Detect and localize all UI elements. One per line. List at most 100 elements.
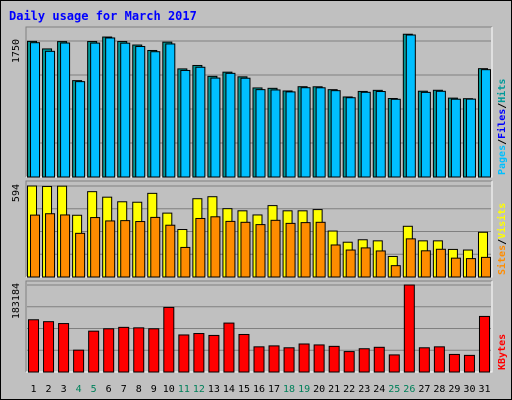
bar-files-day-3	[60, 42, 71, 178]
bar-files-day-23	[360, 91, 371, 178]
bar-files-day-2	[45, 50, 56, 178]
bar-sites-day-31	[480, 256, 491, 278]
bar-sites-day-7	[120, 220, 131, 278]
bar-files-day-1	[30, 42, 41, 178]
x-tick-label-day-6: 6	[106, 384, 112, 395]
legend-hits-files: Pages/Files/Hits	[496, 79, 508, 175]
bar-files-day-25	[390, 98, 401, 178]
x-tick-label-day-18: 18	[283, 384, 295, 395]
bar-kbytes-day-16	[253, 346, 265, 373]
x-tick-label-day-7: 7	[121, 384, 127, 395]
bar-kbytes-day-8	[133, 327, 145, 373]
panel-shadow-kbytes	[25, 280, 492, 372]
panel-shadow-hits-files	[25, 26, 492, 177]
x-tick-label-day-29: 29	[448, 384, 460, 395]
bar-kbytes-day-7	[118, 326, 130, 373]
legend-item-visits: Visits	[496, 203, 508, 239]
x-tick-label-day-26: 26	[403, 384, 415, 395]
bar-kbytes-day-3	[58, 323, 70, 373]
legend-item-sites: Sites	[496, 245, 508, 275]
bar-files-day-19	[300, 87, 311, 178]
legend-separator: /	[497, 103, 508, 109]
x-tick-label-day-24: 24	[373, 384, 385, 395]
bar-kbytes-day-12	[193, 333, 205, 373]
bar-kbytes-day-10	[163, 306, 175, 373]
bar-kbytes-day-9	[148, 328, 160, 373]
x-tick-label-day-8: 8	[136, 384, 142, 395]
x-tick-label-day-22: 22	[343, 384, 355, 395]
bar-files-day-30	[465, 98, 476, 178]
x-tick-label-day-10: 10	[163, 384, 175, 395]
bar-files-day-26	[405, 34, 416, 178]
bar-kbytes-day-15	[238, 333, 250, 373]
bar-kbytes-day-1	[28, 319, 40, 373]
bar-sites-day-15	[240, 221, 251, 278]
bar-sites-day-22	[345, 249, 356, 278]
bar-sites-day-20	[315, 221, 326, 278]
legend-separator: /	[497, 139, 508, 145]
bar-files-day-29	[450, 98, 461, 178]
x-tick-label-day-16: 16	[253, 384, 265, 395]
x-tick-label-day-4: 4	[76, 384, 82, 395]
y-max-label-kbytes: 183184	[11, 283, 22, 319]
bar-sites-day-29	[450, 257, 461, 278]
bar-sites-day-30	[465, 258, 476, 278]
x-tick-label-day-28: 28	[433, 384, 445, 395]
x-tick-label-day-14: 14	[223, 384, 235, 395]
bar-kbytes-day-27	[418, 347, 430, 373]
x-tick-label-day-17: 17	[268, 384, 280, 395]
bar-files-day-17	[270, 89, 281, 178]
legend-kbytes: KBytes	[497, 334, 508, 370]
bar-kbytes-day-21	[328, 345, 340, 373]
bar-files-day-20	[315, 87, 326, 178]
bar-kbytes-day-25	[388, 354, 400, 373]
bar-sites-day-4	[75, 232, 86, 278]
bar-sites-day-8	[135, 221, 146, 278]
bar-files-day-31	[480, 69, 491, 178]
bar-sites-day-18	[285, 222, 296, 278]
bar-files-day-18	[285, 91, 296, 178]
bar-kbytes-day-22	[343, 351, 355, 373]
bar-files-day-14	[225, 72, 236, 178]
bar-files-day-15	[240, 77, 251, 178]
bar-sites-day-27	[420, 250, 431, 278]
bar-kbytes-day-19	[298, 343, 310, 373]
legend-separator: /	[497, 239, 508, 245]
bar-kbytes-day-29	[448, 353, 460, 373]
bar-kbytes-day-20	[313, 344, 325, 373]
bar-sites-day-25	[390, 265, 401, 278]
x-tick-label-day-9: 9	[151, 384, 157, 395]
x-tick-label-day-1: 1	[31, 384, 37, 395]
bar-kbytes-day-13	[208, 334, 220, 373]
bar-kbytes-day-30	[463, 354, 475, 373]
legend-item-files: Files	[496, 109, 508, 139]
bar-files-day-7	[120, 42, 131, 178]
legend-item-pages: Pages	[497, 145, 508, 175]
bar-files-day-9	[150, 51, 161, 178]
bar-sites-day-14	[225, 220, 236, 278]
panel-kbytes: 183184 KBytes	[11, 280, 508, 373]
x-tick-label-day-5: 5	[91, 384, 97, 395]
bar-files-day-4	[75, 81, 86, 178]
x-tick-label-day-13: 13	[208, 384, 220, 395]
bar-sites-day-16	[255, 224, 266, 278]
legend-visits-sites: Sites/Visits	[496, 203, 508, 275]
bar-kbytes-day-6	[103, 328, 115, 373]
x-tick-label-day-23: 23	[358, 384, 370, 395]
bar-files-day-24	[375, 91, 386, 178]
bar-sites-day-10	[165, 224, 176, 278]
x-tick-label-day-27: 27	[418, 384, 430, 395]
x-tick-label-day-2: 2	[46, 384, 52, 395]
bar-files-day-8	[135, 46, 146, 178]
bar-kbytes-day-5	[88, 330, 100, 373]
panel-visits-sites: 594 Sites/Visits	[11, 180, 508, 278]
y-max-label-hits-files: 1750	[11, 39, 22, 63]
panel-shadow-visits-sites	[25, 180, 492, 277]
bar-files-day-10	[165, 43, 176, 178]
bar-files-day-11	[180, 69, 191, 178]
x-tick-label-day-30: 30	[463, 384, 475, 395]
bar-kbytes-day-24	[373, 346, 385, 373]
bar-sites-day-11	[180, 246, 191, 278]
